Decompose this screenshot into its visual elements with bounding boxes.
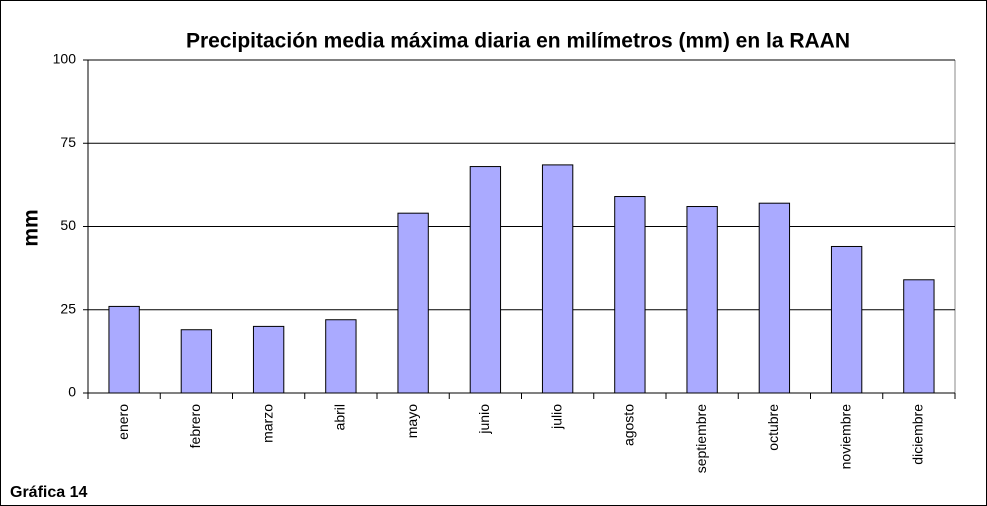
- x-tick-label: mayo: [404, 404, 420, 438]
- x-tick-label: enero: [115, 404, 131, 440]
- y-axis-label: mm: [20, 209, 43, 246]
- y-tick-label: 75: [60, 134, 76, 150]
- x-tick-label: julio: [548, 404, 564, 430]
- x-tick-label: agosto: [621, 404, 637, 446]
- x-tick-label: noviembre: [837, 404, 853, 470]
- bar: [469, 166, 502, 394]
- bar: [686, 206, 718, 394]
- y-tick-label: 50: [60, 217, 76, 233]
- y-tick-label: 100: [53, 51, 77, 67]
- bar: [180, 329, 213, 394]
- bar: [758, 202, 791, 394]
- footnote: Gráfica 14: [10, 484, 87, 501]
- y-tick-label: 25: [60, 300, 76, 316]
- x-tick-label: octubre: [765, 404, 781, 451]
- bar: [108, 305, 140, 394]
- bar: [325, 319, 357, 394]
- chart-title: Precipitación media máxima diaria en mil…: [186, 30, 850, 53]
- x-tick-label: marzo: [259, 404, 275, 443]
- bar: [397, 212, 429, 394]
- bar: [830, 245, 863, 394]
- y-tick-label: 0: [68, 384, 76, 400]
- bar: [541, 164, 574, 394]
- x-tick-label: diciembre: [910, 404, 926, 465]
- bar: [252, 325, 285, 394]
- bar: [614, 196, 646, 394]
- bar: [903, 279, 935, 394]
- x-tick-label: junio: [476, 404, 492, 435]
- x-tick-label: febrero: [187, 404, 203, 449]
- x-tick-label: septiembre: [693, 404, 709, 473]
- x-tick-label: abril: [332, 404, 348, 430]
